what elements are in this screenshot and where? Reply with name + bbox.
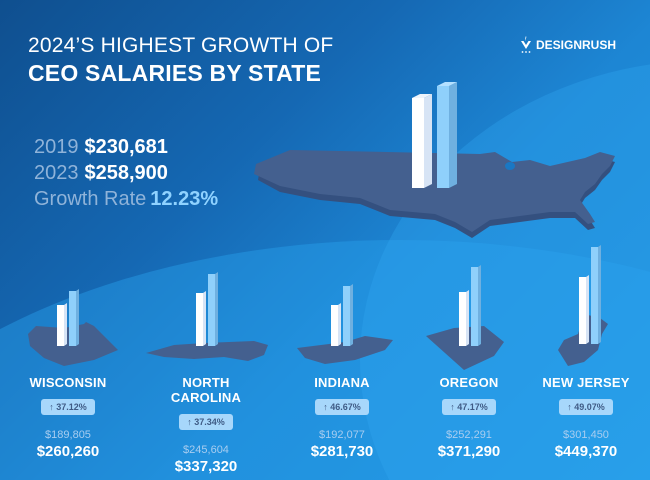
growth-badge: ↑ 49.07% [559, 399, 613, 415]
salary-2023: $337,320 [174, 458, 238, 475]
year-2023-label: 2023 [34, 162, 79, 184]
salary-2019: $245,604 [183, 444, 229, 456]
growth-badge: ↑ 46.67% [315, 399, 369, 415]
state-name: NORTH CAROLINA [170, 375, 242, 405]
north-carolina-bar-2019 [196, 291, 206, 346]
north-carolina-bar-2023 [208, 272, 218, 346]
growth-percent: 37.34% [194, 417, 225, 427]
national-stats: 2019 $230,681 2023 $258,900 Growth Rate 12.… [34, 134, 218, 212]
indiana-map [297, 336, 393, 364]
north-carolina-map [146, 341, 268, 361]
new-jersey-bar-2023 [591, 245, 601, 344]
brand-logo: DESIGNRUSH [520, 36, 616, 54]
salary-2019: $192,077 [319, 429, 365, 441]
up-arrow-icon: ↑ [450, 402, 455, 412]
year-2023-value: $258,900 [84, 162, 168, 184]
state-name: OREGON [439, 375, 499, 390]
state-name: INDIANA [314, 375, 370, 390]
usa-bar-2023 [437, 82, 457, 188]
state-name: NEW JERSEY [542, 375, 630, 390]
growth-rate-label: Growth Rate [34, 188, 147, 210]
year-2019-label: 2019 [34, 136, 79, 158]
up-arrow-icon: ↑ [49, 402, 54, 412]
oregon-bar-2019 [459, 290, 469, 346]
state-card-indiana: INDIANA ↑ 46.67% $192,077 $281,730 [282, 375, 402, 460]
salary-2023: $371,290 [437, 443, 501, 460]
wisconsin-bar-2019 [57, 303, 67, 346]
state-card-north-carolina: NORTH CAROLINA ↑ 37.34% $245,604 $337,32… [146, 375, 266, 475]
growth-badge: ↑ 37.12% [41, 399, 95, 415]
oregon-bar-2023 [471, 265, 481, 346]
up-arrow-icon: ↑ [187, 417, 192, 427]
wisconsin-bar-2023 [69, 289, 79, 346]
up-arrow-icon: ↑ [323, 402, 328, 412]
salary-2019: $189,805 [45, 429, 91, 441]
growth-rate-value: 12.23% [150, 188, 219, 210]
designrush-icon [521, 36, 531, 53]
up-arrow-icon: ↑ [567, 402, 572, 412]
salary-2023: $260,260 [36, 443, 100, 460]
oregon-map [426, 326, 504, 370]
growth-percent: 46.67% [330, 402, 361, 412]
salary-2019: $301,450 [563, 429, 609, 441]
usa-map [254, 150, 615, 238]
indiana-bar-2019 [331, 303, 341, 346]
state-name: WISCONSIN [29, 375, 107, 390]
state-card-wisconsin: WISCONSIN ↑ 37.12% $189,805 $260,260 [8, 375, 128, 460]
usa-bar-2019 [412, 94, 432, 188]
state-card-new-jersey: NEW JERSEY ↑ 49.07% $301,450 $449,370 [526, 375, 646, 460]
brand-name: DESIGNRUSH [536, 38, 617, 52]
state-card-oregon: OREGON ↑ 47.17% $252,291 $371,290 [409, 375, 529, 460]
year-2019-value: $230,681 [84, 136, 168, 158]
title-line-1: 2024’S HIGHEST GROWTH OF [28, 34, 334, 57]
title-line-2: CEO SALARIES BY STATE [28, 60, 322, 86]
growth-percent: 47.17% [457, 402, 488, 412]
growth-percent: 37.12% [56, 402, 87, 412]
growth-badge: ↑ 37.34% [179, 414, 233, 430]
growth-badge: ↑ 47.17% [442, 399, 496, 415]
indiana-bar-2023 [343, 284, 353, 346]
growth-percent: 49.07% [574, 402, 605, 412]
salary-2023: $281,730 [310, 443, 374, 460]
salary-2023: $449,370 [554, 443, 618, 460]
new-jersey-bar-2019 [579, 275, 589, 344]
salary-2019: $252,291 [446, 429, 492, 441]
